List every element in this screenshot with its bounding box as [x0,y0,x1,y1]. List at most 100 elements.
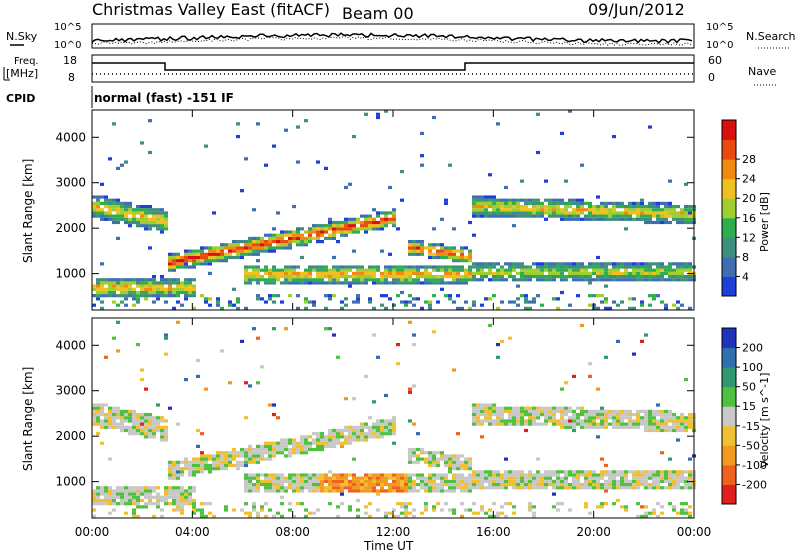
range-cell [232,447,236,452]
range-cell [332,473,336,477]
range-cell [556,214,560,218]
range-cell [600,476,604,480]
range-cell [152,287,156,291]
range-cell [568,274,572,279]
range-cell [484,195,488,199]
range-cell [324,166,328,170]
range-cell [628,412,632,417]
range-cell [352,489,356,493]
range-cell [488,486,492,490]
range-cell [584,214,588,218]
range-cell [648,428,652,433]
range-cell [624,265,628,269]
range-cell [608,268,612,272]
range-cell [592,204,596,209]
range-cell [684,422,688,426]
range-cell [160,217,164,221]
range-cell [408,502,412,506]
range-cell [540,479,544,483]
range-cell [292,268,296,272]
range-cell [220,249,224,253]
range-cell [584,278,588,282]
range-cell [444,249,448,253]
range-cell [256,249,260,253]
range-cell [520,476,524,480]
range-cell [380,489,384,493]
range-cell [132,502,136,506]
range-cell [228,249,232,253]
colorbar-segment [722,406,736,427]
range-cell [592,416,596,420]
range-cell [588,409,592,413]
range-cell [252,239,256,244]
range-cell [676,300,680,304]
range-cell [244,157,248,161]
range-cell [312,268,316,272]
range-cell [128,217,132,221]
range-cell [564,482,568,487]
range-cell [252,447,256,452]
range-cell [560,486,564,490]
range-cell [300,236,304,240]
range-cell [432,265,436,269]
range-cell [156,425,160,429]
range-cell [512,412,516,417]
range-cell [676,486,680,490]
range-cell [580,409,584,413]
range-cell [120,287,124,291]
range-cell [600,211,604,215]
colorbar-segment [722,484,736,505]
range-cell [244,511,248,515]
range-cell [352,274,356,279]
range-cell [384,217,388,221]
range-cell [144,422,148,426]
range-cell [480,274,484,279]
range-cell [120,412,124,417]
range-cell [380,419,384,423]
range-cell [344,428,348,433]
range-cell [192,249,196,253]
range-cell [468,463,472,468]
range-cell [180,511,184,515]
range-cell [164,435,168,439]
range-cell [200,262,204,266]
range-cell [416,278,420,282]
range-cell [544,265,548,269]
range-cell [492,482,496,487]
range-cell [632,265,636,269]
range-cell [628,204,632,209]
range-cell [368,224,372,228]
range-cell [292,479,296,483]
range-cell [436,451,440,455]
range-cell [676,217,680,221]
range-cell [372,482,376,487]
range-cell [136,412,140,417]
range-cell [528,409,532,413]
range-cell [108,198,112,202]
range-cell [260,274,264,279]
range-cell [588,201,592,205]
range-cell [208,457,212,461]
range-cell [676,479,680,483]
range-cell [356,508,360,512]
range-cell [684,211,688,215]
range-cell [512,422,516,426]
range-cell [480,476,484,480]
range-cell [620,425,624,429]
range-cell [580,486,584,490]
range-cell [100,287,104,291]
range-cell [140,208,144,212]
range-cell [312,441,316,445]
range-cell [552,412,556,417]
range-cell [280,233,284,237]
range-cell [244,239,248,244]
range-cell [472,278,476,282]
range-cell [640,271,644,275]
range-cell [132,278,136,282]
range-cell [264,444,268,448]
range-cell [432,252,436,256]
range-cell [256,486,260,490]
range-cell [336,438,340,442]
range-cell [460,259,464,263]
range-cell [248,489,252,493]
